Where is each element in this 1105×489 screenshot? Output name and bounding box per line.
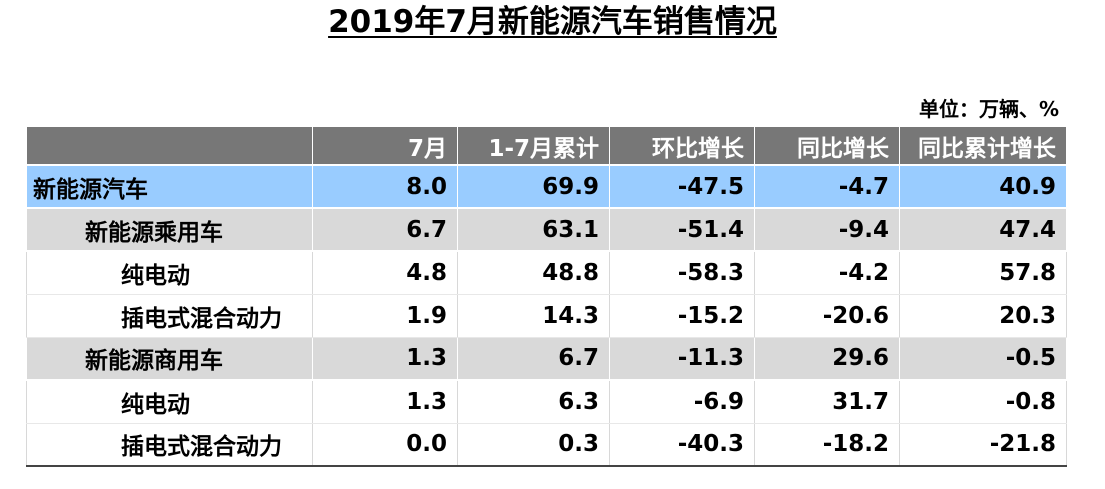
cell-july: 1.3 xyxy=(312,337,458,381)
table-row: 新能源汽车 8.0 69.9 -47.5 -4.7 40.9 xyxy=(26,165,1067,209)
table-title: 2019年7月新能源汽车销售情况 xyxy=(0,2,1105,42)
row-label: 插电式混合动力 xyxy=(26,294,313,338)
cell-yoy-growth: 29.6 xyxy=(754,337,900,381)
cell-yoy-growth: -9.4 xyxy=(754,208,900,252)
row-label: 纯电动 xyxy=(26,380,313,424)
table-title-text: 2019年7月新能源汽车销售情况 xyxy=(328,4,777,40)
cell-yoy-cumulative-growth: -0.8 xyxy=(899,380,1067,424)
cell-jan-jul-cumulative: 48.8 xyxy=(457,251,610,295)
table-row: 纯电动 4.8 48.8 -58.3 -4.2 57.8 xyxy=(26,251,1067,295)
cell-jan-jul-cumulative: 6.3 xyxy=(457,380,610,424)
row-label: 插电式混合动力 xyxy=(26,423,313,467)
cell-yoy-growth: -18.2 xyxy=(754,423,900,467)
cell-jan-jul-cumulative: 14.3 xyxy=(457,294,610,338)
cell-yoy-growth: 31.7 xyxy=(754,380,900,424)
table-body: 新能源汽车 8.0 69.9 -47.5 -4.7 40.9 新能源乘用车 6.7 63.1 -5… xyxy=(26,165,1067,467)
row-label: 纯电动 xyxy=(26,251,313,295)
cell-yoy-cumulative-growth: -0.5 xyxy=(899,337,1067,381)
sales-table: 7月 1-7月累计 环比增长 同比增长 同比累计增长 新能源汽车 8.0 69.9-… xyxy=(26,127,1067,467)
header-cell-yoy-growth: 同比增长 xyxy=(754,127,900,166)
cell-july: 4.8 xyxy=(312,251,458,295)
cell-july: 1.3 xyxy=(312,380,458,424)
cell-july: 8.0 xyxy=(312,165,458,209)
cell-yoy-cumulative-growth: 20.3 xyxy=(899,294,1067,338)
table-row: 新能源乘用车 6.7 63.1 -51.4 -9.4 47.4 xyxy=(26,208,1067,252)
table-row: 新能源商用车 1.3 6.7 -11.3 29.6 -0.5 xyxy=(26,337,1067,381)
unit-label: 单位：万辆、% xyxy=(918,97,1059,121)
cell-mom-growth: -6.9 xyxy=(609,380,755,424)
header-row: 7月 1-7月累计 环比增长 同比增长 同比累计增长 xyxy=(26,127,1067,166)
cell-mom-growth: -40.3 xyxy=(609,423,755,467)
cell-mom-growth: -51.4 xyxy=(609,208,755,252)
cell-yoy-growth: -4.2 xyxy=(754,251,900,295)
table-row: 插电式混合动力 0.0 0.3 -40.3 -18.2 -21.8 xyxy=(26,423,1067,467)
table-header: 7月 1-7月累计 环比增长 同比增长 同比累计增长 xyxy=(26,127,1067,166)
table-row: 插电式混合动力 1.9 14.3 -15.2 -20.6 20.3 xyxy=(26,294,1067,338)
header-cell-yoy-cumulative-growth: 同比累计增长 xyxy=(899,127,1067,166)
cell-yoy-cumulative-growth: -21.8 xyxy=(899,423,1067,467)
cell-yoy-growth: -20.6 xyxy=(754,294,900,338)
row-label: 新能源乘用车 xyxy=(26,208,313,252)
cell-july: 1.9 xyxy=(312,294,458,338)
cell-july: 0.0 xyxy=(312,423,458,467)
row-label: 新能源商用车 xyxy=(26,337,313,381)
cell-yoy-cumulative-growth: 57.8 xyxy=(899,251,1067,295)
cell-yoy-growth: -4.7 xyxy=(754,165,900,209)
row-label: 新能源汽车 xyxy=(26,165,313,209)
cell-jan-jul-cumulative: 0.3 xyxy=(457,423,610,467)
cell-jan-jul-cumulative: 63.1 xyxy=(457,208,610,252)
header-cell-category xyxy=(26,127,313,166)
cell-mom-growth: -58.3 xyxy=(609,251,755,295)
cell-jan-jul-cumulative: 6.7 xyxy=(457,337,610,381)
cell-mom-growth: -47.5 xyxy=(609,165,755,209)
table-row: 纯电动 1.3 6.3 -6.9 31.7 -0.8 xyxy=(26,380,1067,424)
header-cell-mom-growth: 环比增长 xyxy=(609,127,755,166)
header-cell-july: 7月 xyxy=(312,127,458,166)
cell-july: 6.7 xyxy=(312,208,458,252)
cell-jan-jul-cumulative: 69.9 xyxy=(457,165,610,209)
cell-mom-growth: -15.2 xyxy=(609,294,755,338)
cell-mom-growth: -11.3 xyxy=(609,337,755,381)
header-cell-jan-jul-cumulative: 1-7月累计 xyxy=(457,127,610,166)
cell-yoy-cumulative-growth: 47.4 xyxy=(899,208,1067,252)
cell-yoy-cumulative-growth: 40.9 xyxy=(899,165,1067,209)
